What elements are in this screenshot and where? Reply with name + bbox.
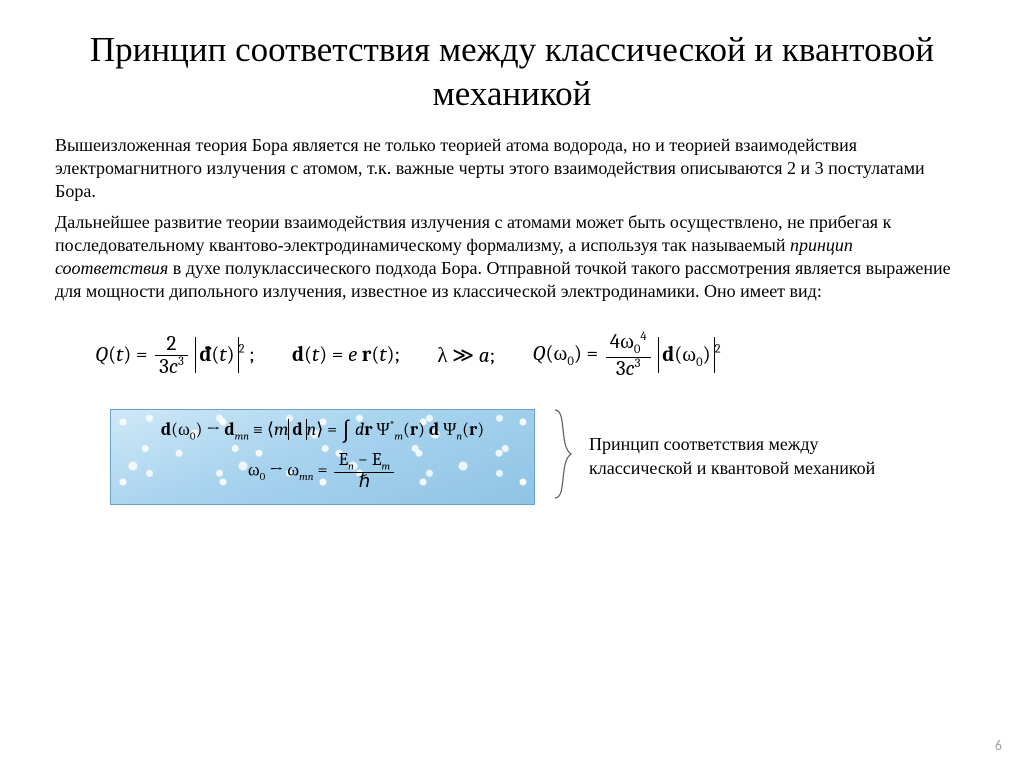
paragraph-2: Дальнейшее развитие теории взаимодействи… bbox=[55, 211, 969, 303]
equation-row: Q(t) = 2 3c3 d̈(t)2 ; d(t) = e r(t); λ ≫… bbox=[55, 331, 969, 380]
correspondence-block: d(ω0) → dmn ≡ ⟨mdn⟩ = ∫ dr Ψ*m(r) d Ψn(r… bbox=[110, 406, 1020, 507]
paragraph-2-a: Дальнейшее развитие теории взаимодействи… bbox=[55, 212, 891, 255]
formula-box: d(ω0) → dmn ≡ ⟨mdn⟩ = ∫ dr Ψ*m(r) d Ψn(r… bbox=[110, 409, 535, 505]
slide: Принцип соответствия между классической … bbox=[0, 0, 1024, 768]
slide-title: Принцип соответствия между классической … bbox=[55, 28, 969, 116]
paragraph-2-b: в духе полуклассического подхода Бора. О… bbox=[55, 258, 951, 301]
page-number: 6 bbox=[995, 737, 1002, 754]
correspondence-caption: Принцип соответствия между классической … bbox=[589, 433, 889, 480]
formula-line-2: ω0 → ωmn = En − Em ℏ bbox=[123, 451, 522, 492]
brace-icon bbox=[551, 406, 575, 507]
paragraph-1: Вышеизложенная теория Бора является не т… bbox=[55, 134, 969, 203]
formula-line-1: d(ω0) → dmn ≡ ⟨mdn⟩ = ∫ dr Ψ*m(r) d Ψn(r… bbox=[123, 418, 522, 445]
